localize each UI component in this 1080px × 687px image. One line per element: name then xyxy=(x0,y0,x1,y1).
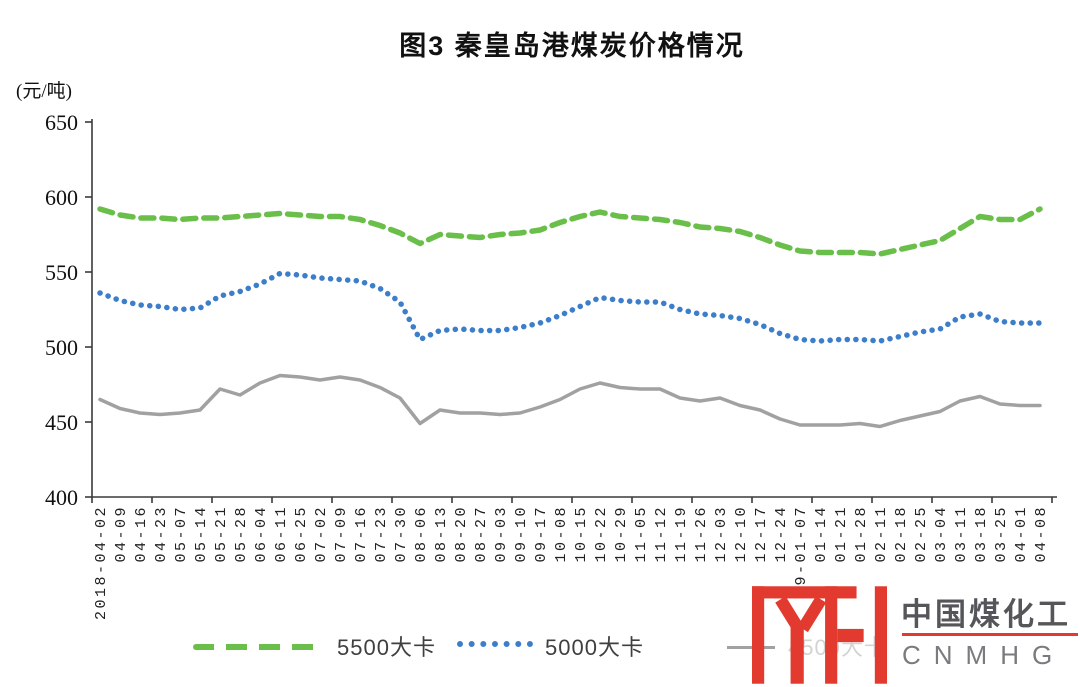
cnmhg-logo: 中国煤化工 CNMHG xyxy=(750,584,1080,684)
x-tick-label: 07-30 xyxy=(393,505,410,563)
x-tick-label: 11-19 xyxy=(673,505,690,563)
x-tick-label: 10-15 xyxy=(573,505,590,563)
x-tick-label: 07-23 xyxy=(373,505,390,563)
x-tick-label: 03-18 xyxy=(973,505,990,563)
series-line-5500 xyxy=(97,206,1043,257)
x-tick-label: 02-18 xyxy=(893,505,910,563)
y-tick-label: 450 xyxy=(45,410,78,435)
y-tick-label: 400 xyxy=(45,485,78,510)
series-line-4500 xyxy=(98,373,1042,429)
legend-dot-sample-5000 xyxy=(457,641,533,647)
y-tick-label: 500 xyxy=(45,335,78,360)
x-tick-label: 06-25 xyxy=(293,505,310,563)
chart-title: 图3 秦皇岛港煤炭价格情况 xyxy=(399,31,745,61)
x-tick-label: 07-02 xyxy=(313,505,330,563)
x-tick-label: 09-10 xyxy=(513,505,530,563)
x-tick-label: 09-03 xyxy=(493,505,510,563)
logo-red-rule xyxy=(902,633,1078,636)
x-tick-label: 05-21 xyxy=(213,505,230,563)
x-tick-label: 08-27 xyxy=(473,505,490,563)
x-tick-label: 07-09 xyxy=(333,505,350,563)
series-line-5000 xyxy=(97,270,1043,344)
x-tick-label: 04-08 xyxy=(1033,505,1050,563)
x-tick-label: 02-11 xyxy=(873,505,890,563)
x-tick-label: 11-05 xyxy=(633,505,650,563)
x-tick-label: 12-17 xyxy=(753,505,770,563)
logo-brand-english: CNMHG xyxy=(902,640,1066,670)
x-tick-label: 07-16 xyxy=(353,505,370,563)
x-tick-label: 10-08 xyxy=(553,505,570,563)
x-tick-label: 04-16 xyxy=(133,505,150,563)
x-tick-label: 03-11 xyxy=(953,505,970,563)
logo-brand-chinese: 中国煤化工 xyxy=(901,597,1071,632)
x-tick-label: 01-28 xyxy=(853,505,870,563)
x-tick-label: 10-29 xyxy=(613,505,630,563)
x-tick-label: 10-22 xyxy=(593,505,610,563)
x-tick-label: 04-23 xyxy=(153,505,170,563)
y-tick-label: 650 xyxy=(45,110,78,135)
x-tick-label: 05-07 xyxy=(173,505,190,563)
x-tick-label: 03-25 xyxy=(993,505,1010,563)
x-tick-label: 12-10 xyxy=(733,505,750,563)
x-tick-label: 11-12 xyxy=(653,505,670,563)
x-tick-label: 04-09 xyxy=(113,505,130,563)
y-tick-label: 550 xyxy=(45,260,78,285)
x-tick-label: 01-14 xyxy=(813,505,830,563)
legend-dash-sample-5500 xyxy=(193,644,325,650)
x-tick-label: 08-06 xyxy=(413,505,430,563)
x-tick-label: 06-11 xyxy=(273,505,290,563)
x-tick-label: 01-21 xyxy=(833,505,850,563)
cnmhg-monogram-icon xyxy=(752,586,887,684)
y-tick-label: 600 xyxy=(45,185,78,210)
x-tick-label: 09-17 xyxy=(533,505,550,563)
x-tick-label: 05-28 xyxy=(233,505,250,563)
x-tick-label: 08-20 xyxy=(453,505,470,563)
x-tick-label: 11-26 xyxy=(693,505,710,563)
x-tick-label: 02-25 xyxy=(913,505,930,563)
x-tick-label: 08-13 xyxy=(433,505,450,563)
x-tick-label: 04-01 xyxy=(1013,505,1030,563)
x-tick-label: 05-14 xyxy=(193,505,210,563)
y-axis-unit-label: (元/吨) xyxy=(16,81,72,102)
legend-line-sample-4500 xyxy=(727,646,775,649)
legend-label-5000: 5000大卡 xyxy=(545,635,644,660)
x-tick-label: 2018-04-02 xyxy=(93,505,110,620)
x-tick-label: 06-04 xyxy=(253,505,270,563)
x-tick-label: 12-24 xyxy=(773,505,790,563)
x-tick-label: 12-03 xyxy=(713,505,730,563)
x-tick-label: 03-04 xyxy=(933,505,950,563)
x-tick-label: 9-01-07 xyxy=(793,505,810,586)
legend-label-5500: 5500大卡 xyxy=(337,635,436,660)
